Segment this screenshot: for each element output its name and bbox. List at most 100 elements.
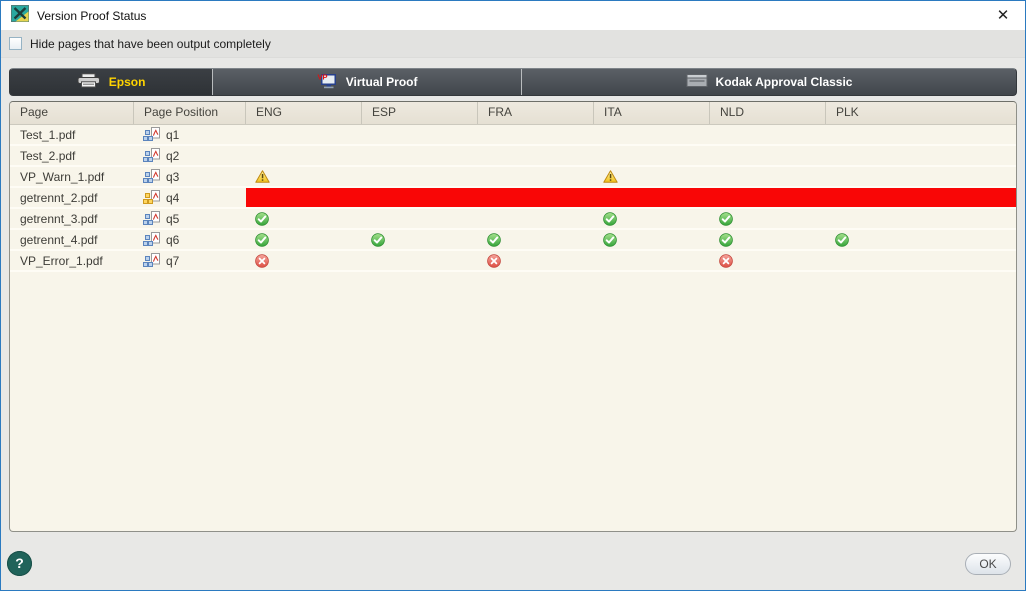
status-cell-esp xyxy=(362,146,478,165)
column-header-nld: NLD xyxy=(710,102,826,124)
status-cell-eng xyxy=(246,251,362,270)
pdf-page-icon xyxy=(143,148,160,163)
table-row[interactable]: getrennt_2.pdf q4 xyxy=(10,188,1016,209)
table-header: Page Page Position ENG ESP FRA ITA NLD PLK xyxy=(10,102,1016,125)
status-cell-ita xyxy=(594,167,710,186)
table-row[interactable]: getrennt_3.pdf q5 xyxy=(10,209,1016,230)
tab-label: Virtual Proof xyxy=(345,75,418,89)
status-cell-plk xyxy=(826,209,1016,228)
svg-text:VP: VP xyxy=(317,73,327,82)
status-cell-nld xyxy=(710,146,826,165)
table-row[interactable]: Test_2.pdf q2 xyxy=(10,146,1016,167)
pdf-page-icon xyxy=(143,169,160,184)
status-ok-icon xyxy=(371,232,385,247)
status-ok-icon xyxy=(719,232,733,247)
status-cell-plk xyxy=(826,146,1016,165)
status-table: Page Page Position ENG ESP FRA ITA NLD PLK Test… xyxy=(9,101,1017,532)
page-name-cell: Test_1.pdf xyxy=(20,127,76,142)
status-cell-nld xyxy=(710,230,826,249)
column-header-page-position: Page Position xyxy=(134,102,246,124)
status-cell-esp xyxy=(362,167,478,186)
status-cell-esp xyxy=(362,125,478,144)
tab-label: Epson xyxy=(108,75,146,89)
status-cell-eng xyxy=(246,146,362,165)
pdf-page-icon xyxy=(143,127,160,142)
status-warning-icon xyxy=(255,170,270,183)
status-cell-fra xyxy=(478,167,594,186)
column-header-fra: FRA xyxy=(478,102,594,124)
tab-epson[interactable]: Epson xyxy=(10,69,214,95)
page-position-cell: q6 xyxy=(134,230,246,249)
table-row[interactable]: VP_Warn_1.pdf q3 xyxy=(10,167,1016,188)
status-cell-fra xyxy=(478,209,594,228)
status-cell-eng xyxy=(246,230,362,249)
help-button[interactable]: ? xyxy=(7,551,32,576)
status-ok-icon xyxy=(603,211,617,226)
status-cell-eng xyxy=(246,167,362,186)
page-name-cell: Test_2.pdf xyxy=(20,148,76,163)
status-cell-plk xyxy=(826,230,1016,249)
status-cell-plk xyxy=(826,251,1016,270)
page-position-cell: q7 xyxy=(134,251,246,270)
status-cell-ita xyxy=(594,125,710,144)
page-title: Version Proof Status xyxy=(37,8,147,23)
table-body: Test_1.pdf q1 Test_2.pdf q2 VP_Warn_1.pdf q3 g… xyxy=(10,125,1016,272)
page-name-cell: getrennt_3.pdf xyxy=(20,211,98,226)
dialog-content: Epson VP Virtual Proof Kodak Approval Class… xyxy=(1,58,1025,532)
ok-button[interactable]: OK xyxy=(965,553,1011,575)
page-position-cell: q5 xyxy=(134,209,246,228)
close-icon[interactable]: ✕ xyxy=(996,6,1010,24)
status-ok-icon xyxy=(255,232,269,247)
output-error-bar xyxy=(246,188,1016,207)
page-position-cell: q4 xyxy=(134,188,246,207)
status-ok-icon xyxy=(603,232,617,247)
status-error-icon xyxy=(487,253,501,268)
tab-label: Kodak Approval Classic xyxy=(715,75,853,89)
status-ok-icon xyxy=(487,232,501,247)
status-cell-ita xyxy=(594,251,710,270)
page-position-cell: q2 xyxy=(134,146,246,165)
page-name-cell: VP_Warn_1.pdf xyxy=(20,169,105,184)
pdf-page-icon xyxy=(143,253,160,268)
status-cell-nld xyxy=(710,251,826,270)
column-header-page: Page xyxy=(10,102,134,124)
title-bar: Version Proof Status ✕ xyxy=(1,1,1025,30)
status-ok-icon xyxy=(255,211,269,226)
page-position-cell: q3 xyxy=(134,167,246,186)
status-cell-plk xyxy=(826,167,1016,186)
status-cell-fra xyxy=(478,230,594,249)
status-ok-icon xyxy=(835,232,849,247)
status-cell-nld xyxy=(710,125,826,144)
page-name-cell: VP_Error_1.pdf xyxy=(20,253,103,268)
tab-virtual-proof[interactable]: VP Virtual Proof xyxy=(213,69,523,95)
status-cell-fra xyxy=(478,125,594,144)
status-cell-eng xyxy=(246,209,362,228)
table-row[interactable]: VP_Error_1.pdf q7 xyxy=(10,251,1016,272)
column-header-ita: ITA xyxy=(594,102,710,124)
status-cell-fra xyxy=(478,146,594,165)
proofer-tab-bar: Epson VP Virtual Proof Kodak Approval Class… xyxy=(9,68,1017,96)
status-cell-ita xyxy=(594,146,710,165)
page-name-cell: getrennt_4.pdf xyxy=(20,232,98,247)
status-error-icon xyxy=(255,253,269,268)
status-error-icon xyxy=(719,253,733,268)
table-row[interactable]: getrennt_4.pdf q6 xyxy=(10,230,1016,251)
page-name-cell: getrennt_2.pdf xyxy=(20,190,98,205)
hide-output-pages-label: Hide pages that have been output complet… xyxy=(30,36,271,51)
column-header-esp: ESP xyxy=(362,102,478,124)
app-icon xyxy=(11,4,29,27)
column-header-eng: ENG xyxy=(246,102,362,124)
table-row[interactable]: Test_1.pdf q1 xyxy=(10,125,1016,146)
pdf-page-icon xyxy=(143,232,160,247)
page-position-cell: q1 xyxy=(134,125,246,144)
pdf-page-icon xyxy=(143,211,160,226)
hide-output-pages-checkbox[interactable] xyxy=(9,37,22,50)
epson-printer-icon xyxy=(77,73,101,91)
tab-kodak-approval-classic[interactable]: Kodak Approval Classic xyxy=(522,69,1016,95)
status-cell-esp xyxy=(362,230,478,249)
status-cell-nld xyxy=(710,209,826,228)
status-cell-nld xyxy=(710,167,826,186)
status-cell-ita xyxy=(594,209,710,228)
status-cell-esp xyxy=(362,209,478,228)
status-ok-icon xyxy=(719,211,733,226)
